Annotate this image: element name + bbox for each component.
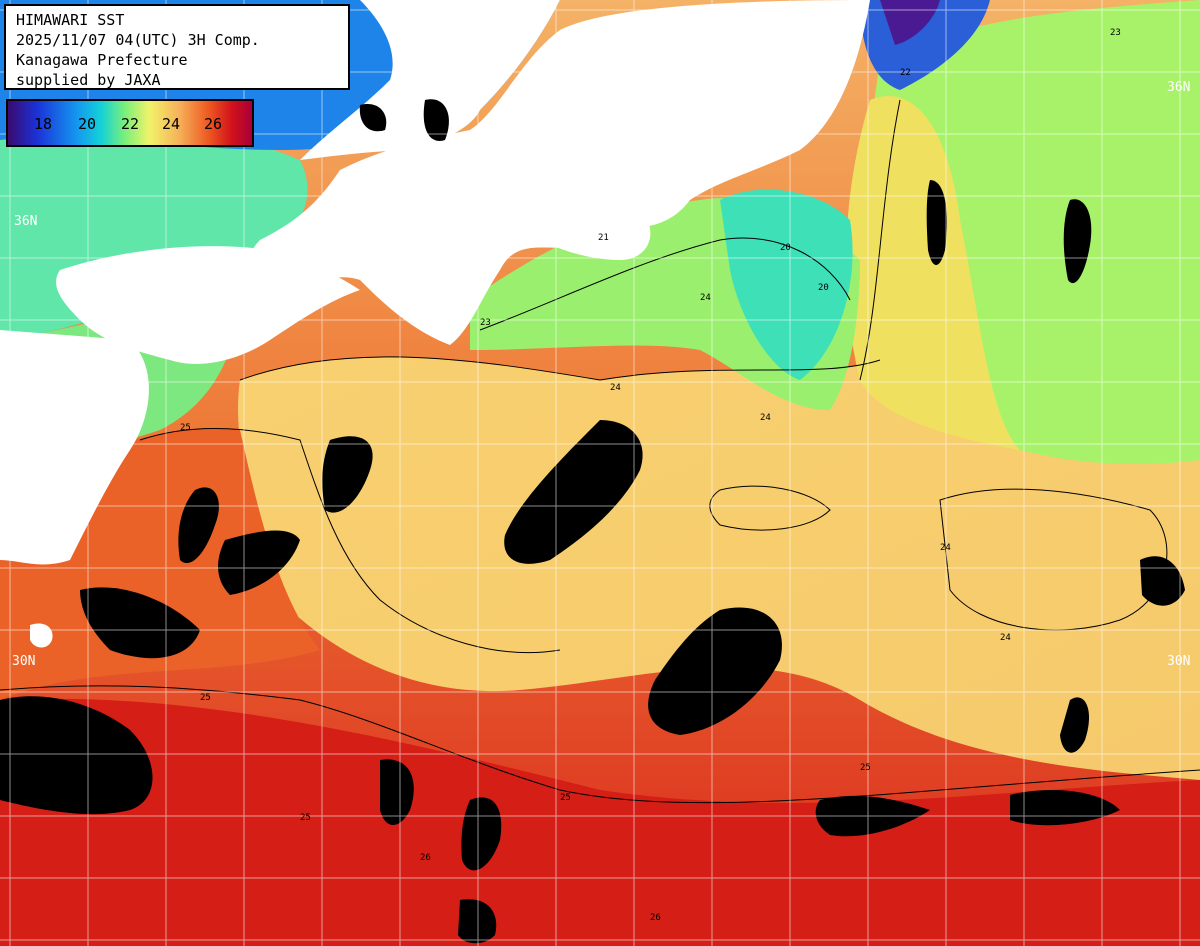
cloud-east-4 <box>1060 697 1090 753</box>
contour-value-label: 24 <box>940 543 951 553</box>
cloud-east-3 <box>1140 556 1185 606</box>
contour-value-label: 20 <box>780 243 791 253</box>
contour-value-label: 24 <box>1000 633 1011 643</box>
timestamp: 2025/11/07 04(UTC) 3H Comp. <box>16 31 260 49</box>
land-shikoku <box>56 246 360 364</box>
contour-26 <box>0 685 1200 804</box>
contour-value-label: 25 <box>300 813 311 823</box>
cloud-center-2 <box>648 607 782 735</box>
contour-value-label: 24 <box>610 383 621 393</box>
contour-value-label: 24 <box>700 293 711 303</box>
contour-loop-1 <box>709 485 831 531</box>
land-island-a <box>30 623 53 648</box>
contours <box>0 99 1200 804</box>
product-title: HIMAWARI SST <box>16 11 125 29</box>
latitude-label-36n-west: 36N <box>14 214 38 229</box>
contour-value-label: 22 <box>900 68 911 78</box>
scale-tick-26: 26 <box>204 115 223 133</box>
contour-labels: 22 23 20 20 21 24 23 25 24 24 24 24 25 25 25 25 26 26 26 <box>20 28 1121 923</box>
contour-value-label: 26 <box>420 853 431 863</box>
latitude-label-30n-east: 30N <box>1167 654 1191 669</box>
cloud-mid-1 <box>322 436 373 513</box>
contour-value-label: 24 <box>760 413 771 423</box>
scale-tick-20: 20 <box>78 115 97 133</box>
scale-tick-24: 24 <box>162 115 181 133</box>
cloud-south-1 <box>380 759 414 825</box>
color-scale-legend: 18 20 22 24 26 <box>6 99 254 147</box>
contour-value-label: 26 <box>20 703 31 713</box>
contour-value-label: 23 <box>480 318 491 328</box>
contour-value-label: 25 <box>200 693 211 703</box>
contour-value-label: 25 <box>860 763 871 773</box>
sea-purple-northeast <box>880 0 940 45</box>
cloud-ne-2 <box>926 180 947 265</box>
scale-tick-18: 18 <box>34 115 53 133</box>
cloud-west-1 <box>0 696 153 815</box>
contour-23-east <box>859 99 901 381</box>
latitude-label-36n-east: 36N <box>1167 80 1191 95</box>
cloud-ne-1 <box>1063 199 1092 284</box>
cloud-tiny-2 <box>423 99 449 141</box>
contour-value-label: 20 <box>818 283 829 293</box>
cloud-tiny-1 <box>359 104 387 132</box>
contour-value-label: 25 <box>560 793 571 803</box>
contour-24 <box>239 356 881 381</box>
cloud-west-2 <box>80 587 200 659</box>
land-kii <box>516 195 651 260</box>
sea-yellow-east <box>846 96 1020 450</box>
scale-tick-22: 22 <box>121 115 140 133</box>
contour-loop-2 <box>939 488 1168 631</box>
contour-value-label: 26 <box>650 913 661 923</box>
contour-value-label: 25 <box>180 423 191 433</box>
contour-25 <box>139 428 561 653</box>
color-gradient <box>8 101 252 145</box>
land <box>0 0 871 648</box>
land-honshu-west <box>249 0 871 345</box>
contour-value-label: 23 <box>1110 28 1121 38</box>
cloud-west-4 <box>218 530 300 595</box>
provider-prefecture: Kanagawa Prefecture <box>16 51 188 69</box>
sea-hot <box>0 698 1200 946</box>
cloud-south-3 <box>458 899 497 944</box>
contour-22-coast <box>479 237 851 331</box>
cloud-center-1 <box>504 420 643 564</box>
info-box: HIMAWARI SST 2025/11/07 04(UTC) 3H Comp.… <box>4 4 350 90</box>
land-island-b <box>488 149 502 177</box>
contour-value-label: 21 <box>598 233 609 243</box>
latitude-label-30n-west: 30N <box>12 654 36 669</box>
sea-cyan-bay <box>720 189 853 380</box>
data-source: supplied by JAXA <box>16 71 161 89</box>
